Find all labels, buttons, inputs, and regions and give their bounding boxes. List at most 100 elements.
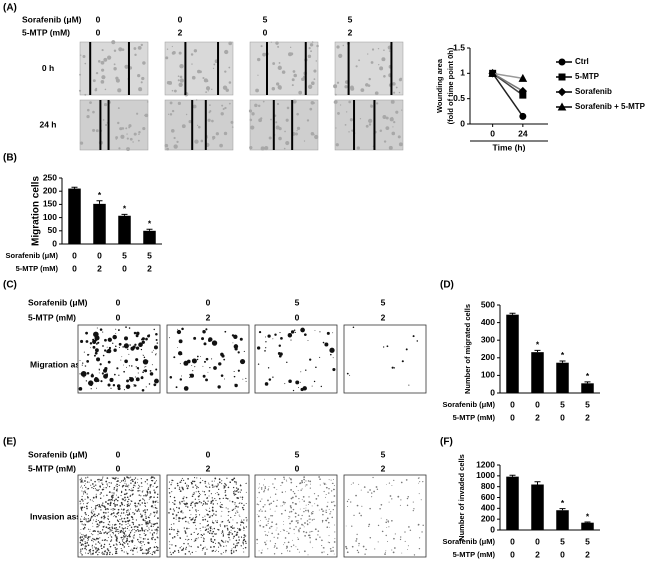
speck [178, 520, 180, 522]
speck [371, 496, 373, 498]
speck [85, 331, 88, 335]
speck [134, 502, 137, 505]
speck [239, 491, 241, 493]
speck [265, 518, 267, 520]
speck [326, 505, 329, 508]
speck [89, 530, 91, 532]
speck [233, 492, 235, 495]
speck [111, 526, 113, 528]
speck [206, 509, 208, 511]
speck [270, 515, 272, 517]
speck [217, 546, 220, 548]
speck [271, 521, 273, 524]
condition-label: 5-MTP (mM) [28, 463, 76, 473]
series-line [492, 72, 523, 80]
speck [171, 544, 173, 546]
speck [371, 48, 375, 51]
speck [311, 41, 314, 43]
speck [220, 112, 224, 116]
speck [116, 548, 118, 550]
speck [304, 522, 306, 524]
speck [384, 553, 386, 555]
speck [261, 488, 263, 490]
condition-value: 2 [206, 312, 211, 322]
speck [144, 369, 148, 373]
speck [231, 500, 234, 503]
speck [169, 544, 171, 546]
y-tick-label: 50 [48, 225, 58, 235]
speck [241, 519, 243, 521]
speck [133, 331, 137, 335]
speck [271, 532, 273, 535]
speck [309, 531, 311, 533]
speck [406, 497, 409, 500]
micrograph [249, 99, 319, 151]
speck [211, 358, 213, 360]
speck [208, 516, 210, 518]
speck [313, 78, 316, 80]
speck [311, 81, 315, 86]
speck [104, 531, 107, 533]
speck [86, 108, 90, 112]
speck [214, 539, 216, 541]
speck [216, 533, 218, 535]
speck [143, 356, 146, 359]
speck [309, 536, 311, 539]
speck [204, 515, 206, 517]
speck [296, 129, 298, 132]
speck [203, 533, 205, 535]
speck [219, 542, 221, 544]
speck [119, 530, 121, 532]
speck [182, 512, 184, 514]
speck [151, 484, 153, 486]
speck [155, 332, 158, 336]
speck [94, 487, 96, 490]
speck [332, 550, 334, 552]
speck [95, 539, 97, 541]
speck [91, 553, 94, 555]
speck [291, 496, 294, 499]
speck [133, 512, 135, 514]
speck [193, 49, 198, 53]
speck [108, 543, 111, 545]
speck [384, 551, 386, 553]
speck [235, 534, 238, 537]
speck [115, 485, 117, 487]
speck [284, 501, 286, 504]
speck [86, 502, 88, 505]
condition-label: Sorafenib (μM) [28, 449, 88, 459]
speck [107, 502, 109, 505]
speck [105, 526, 108, 529]
legend-label: Ctrl [575, 57, 589, 66]
speck [94, 348, 99, 353]
speck [352, 326, 355, 328]
speck [141, 529, 144, 532]
speck [217, 483, 219, 485]
micrograph [164, 41, 234, 96]
speck [99, 486, 101, 488]
speck [173, 89, 177, 93]
speck [290, 497, 293, 500]
speck [139, 499, 142, 501]
speck [102, 354, 105, 357]
speck [103, 546, 105, 548]
speck [155, 528, 158, 531]
speck [140, 43, 143, 47]
speck [144, 552, 146, 554]
speck [114, 373, 116, 376]
condition-value: 2 [348, 27, 353, 37]
speck [333, 541, 336, 543]
speck [230, 552, 233, 555]
speck [274, 333, 277, 336]
speck [122, 540, 124, 542]
speck [117, 530, 119, 533]
speck [133, 526, 136, 528]
speck [123, 535, 126, 538]
speck [255, 88, 259, 93]
y-tick-label: 1.5 [453, 42, 465, 52]
speck [234, 493, 237, 496]
speck [179, 490, 182, 493]
speck [204, 526, 206, 528]
speck [121, 539, 123, 541]
speck [125, 524, 127, 526]
